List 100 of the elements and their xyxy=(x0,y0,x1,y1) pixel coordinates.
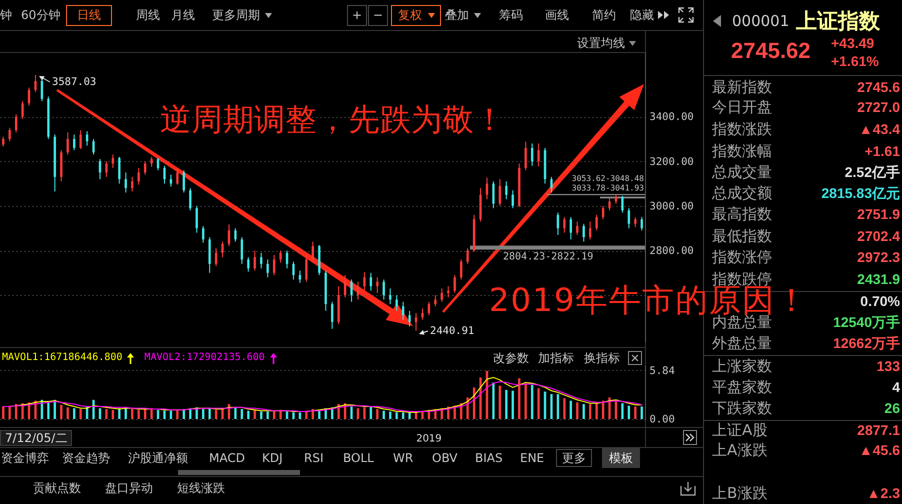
bar xyxy=(138,410,140,419)
y-tick-label: 2800.00 xyxy=(650,245,694,258)
candlestick xyxy=(2,136,4,148)
bar xyxy=(60,404,62,419)
text: OBV xyxy=(432,450,458,466)
candlestick xyxy=(73,134,76,151)
bar xyxy=(524,383,527,419)
button: 复权 xyxy=(391,4,441,26)
bar xyxy=(466,397,469,419)
candlestick xyxy=(312,241,314,262)
button: 更多 xyxy=(556,449,592,467)
text: 贡献点数 xyxy=(33,480,81,496)
bar xyxy=(376,409,378,419)
candlestick xyxy=(240,236,244,264)
text: 000001 xyxy=(732,12,790,30)
text: 简约 xyxy=(592,7,616,23)
annotation: 加指标 xyxy=(538,350,574,366)
bar xyxy=(563,398,566,419)
band-label: 2804.23-2822.19 xyxy=(503,252,594,263)
candlestick xyxy=(396,294,398,312)
text: MACD xyxy=(209,450,245,466)
candlestick xyxy=(530,142,534,166)
candlestick xyxy=(176,168,179,186)
text: 12662万手 xyxy=(833,334,900,350)
text: 2815.83亿元 xyxy=(821,184,900,200)
candlestick xyxy=(305,254,308,282)
candlestick xyxy=(247,256,250,272)
candlestick xyxy=(589,221,592,240)
candlestick xyxy=(524,141,527,171)
button: − xyxy=(368,4,388,26)
text: 上A涨跌 xyxy=(712,440,768,458)
text: 盘口异动 xyxy=(105,480,153,496)
bar xyxy=(189,408,192,419)
candlestick xyxy=(582,223,585,242)
legend-label: MAVOL1:167186446.800 xyxy=(2,352,122,364)
text: 叠加 xyxy=(445,7,469,23)
candlestick xyxy=(628,208,630,229)
bar xyxy=(260,412,262,419)
candlestick xyxy=(118,156,120,184)
text: 4 xyxy=(892,378,900,394)
candlestick xyxy=(266,258,269,278)
text: 指数涨跌 xyxy=(712,120,772,138)
candlestick xyxy=(466,248,469,264)
candlestick xyxy=(112,154,114,168)
annotation: 换指标 xyxy=(584,350,620,366)
text: 上证指数 xyxy=(796,9,880,33)
text: 资金趋势 xyxy=(62,450,110,466)
band-label: 3053.62-3048.48 xyxy=(572,174,644,183)
button: 日线 xyxy=(66,4,112,26)
text: +43.49 xyxy=(831,35,874,51)
candlestick xyxy=(272,254,276,276)
candlestick xyxy=(434,294,437,307)
text: 2745.62 xyxy=(731,38,811,63)
text: BIAS xyxy=(475,450,503,466)
text: 最低指数 xyxy=(712,226,772,244)
bar xyxy=(73,408,76,419)
bar xyxy=(634,406,636,419)
bar xyxy=(202,409,204,419)
bar xyxy=(530,384,534,419)
bar xyxy=(66,407,69,419)
bar xyxy=(112,410,114,419)
annotation: 改参数 xyxy=(493,350,529,366)
candlestick xyxy=(402,301,404,320)
button: + xyxy=(347,4,368,26)
annotation: 2440.91 xyxy=(430,325,474,337)
bar xyxy=(47,402,50,419)
bar xyxy=(512,390,514,419)
bar xyxy=(518,378,520,419)
bar xyxy=(570,400,572,419)
text: 上证A股 xyxy=(712,420,768,438)
text: RSI xyxy=(304,450,324,466)
text: 筹码 xyxy=(499,7,523,23)
text: 最高指数 xyxy=(712,204,772,222)
candlestick xyxy=(260,252,262,269)
bar xyxy=(54,400,56,419)
text: ENE xyxy=(520,450,544,466)
bar xyxy=(176,410,179,419)
bar xyxy=(498,386,502,419)
bar xyxy=(2,406,4,419)
text: 资金博弈 xyxy=(1,450,49,466)
text: 0.70% xyxy=(860,292,900,308)
bar xyxy=(208,408,211,419)
candlestick xyxy=(389,288,392,305)
text: 2.52亿手 xyxy=(844,164,900,180)
text: 2727.0 xyxy=(857,98,900,114)
bar xyxy=(505,390,508,419)
legend-label: MAVOL2:172902135.600 xyxy=(144,352,265,364)
text: BOLL xyxy=(343,450,374,466)
text: KDJ xyxy=(262,450,283,466)
bar xyxy=(582,404,585,419)
bar xyxy=(247,410,250,419)
candlestick xyxy=(370,272,372,292)
text: 60分钟 xyxy=(21,7,60,23)
bar xyxy=(14,404,18,419)
candlestick xyxy=(66,132,69,156)
candlestick xyxy=(512,190,514,209)
button: 模板 xyxy=(602,448,640,468)
text: 2972.3 xyxy=(857,248,900,264)
text: 最新指数 xyxy=(712,78,772,96)
bar xyxy=(396,412,398,419)
